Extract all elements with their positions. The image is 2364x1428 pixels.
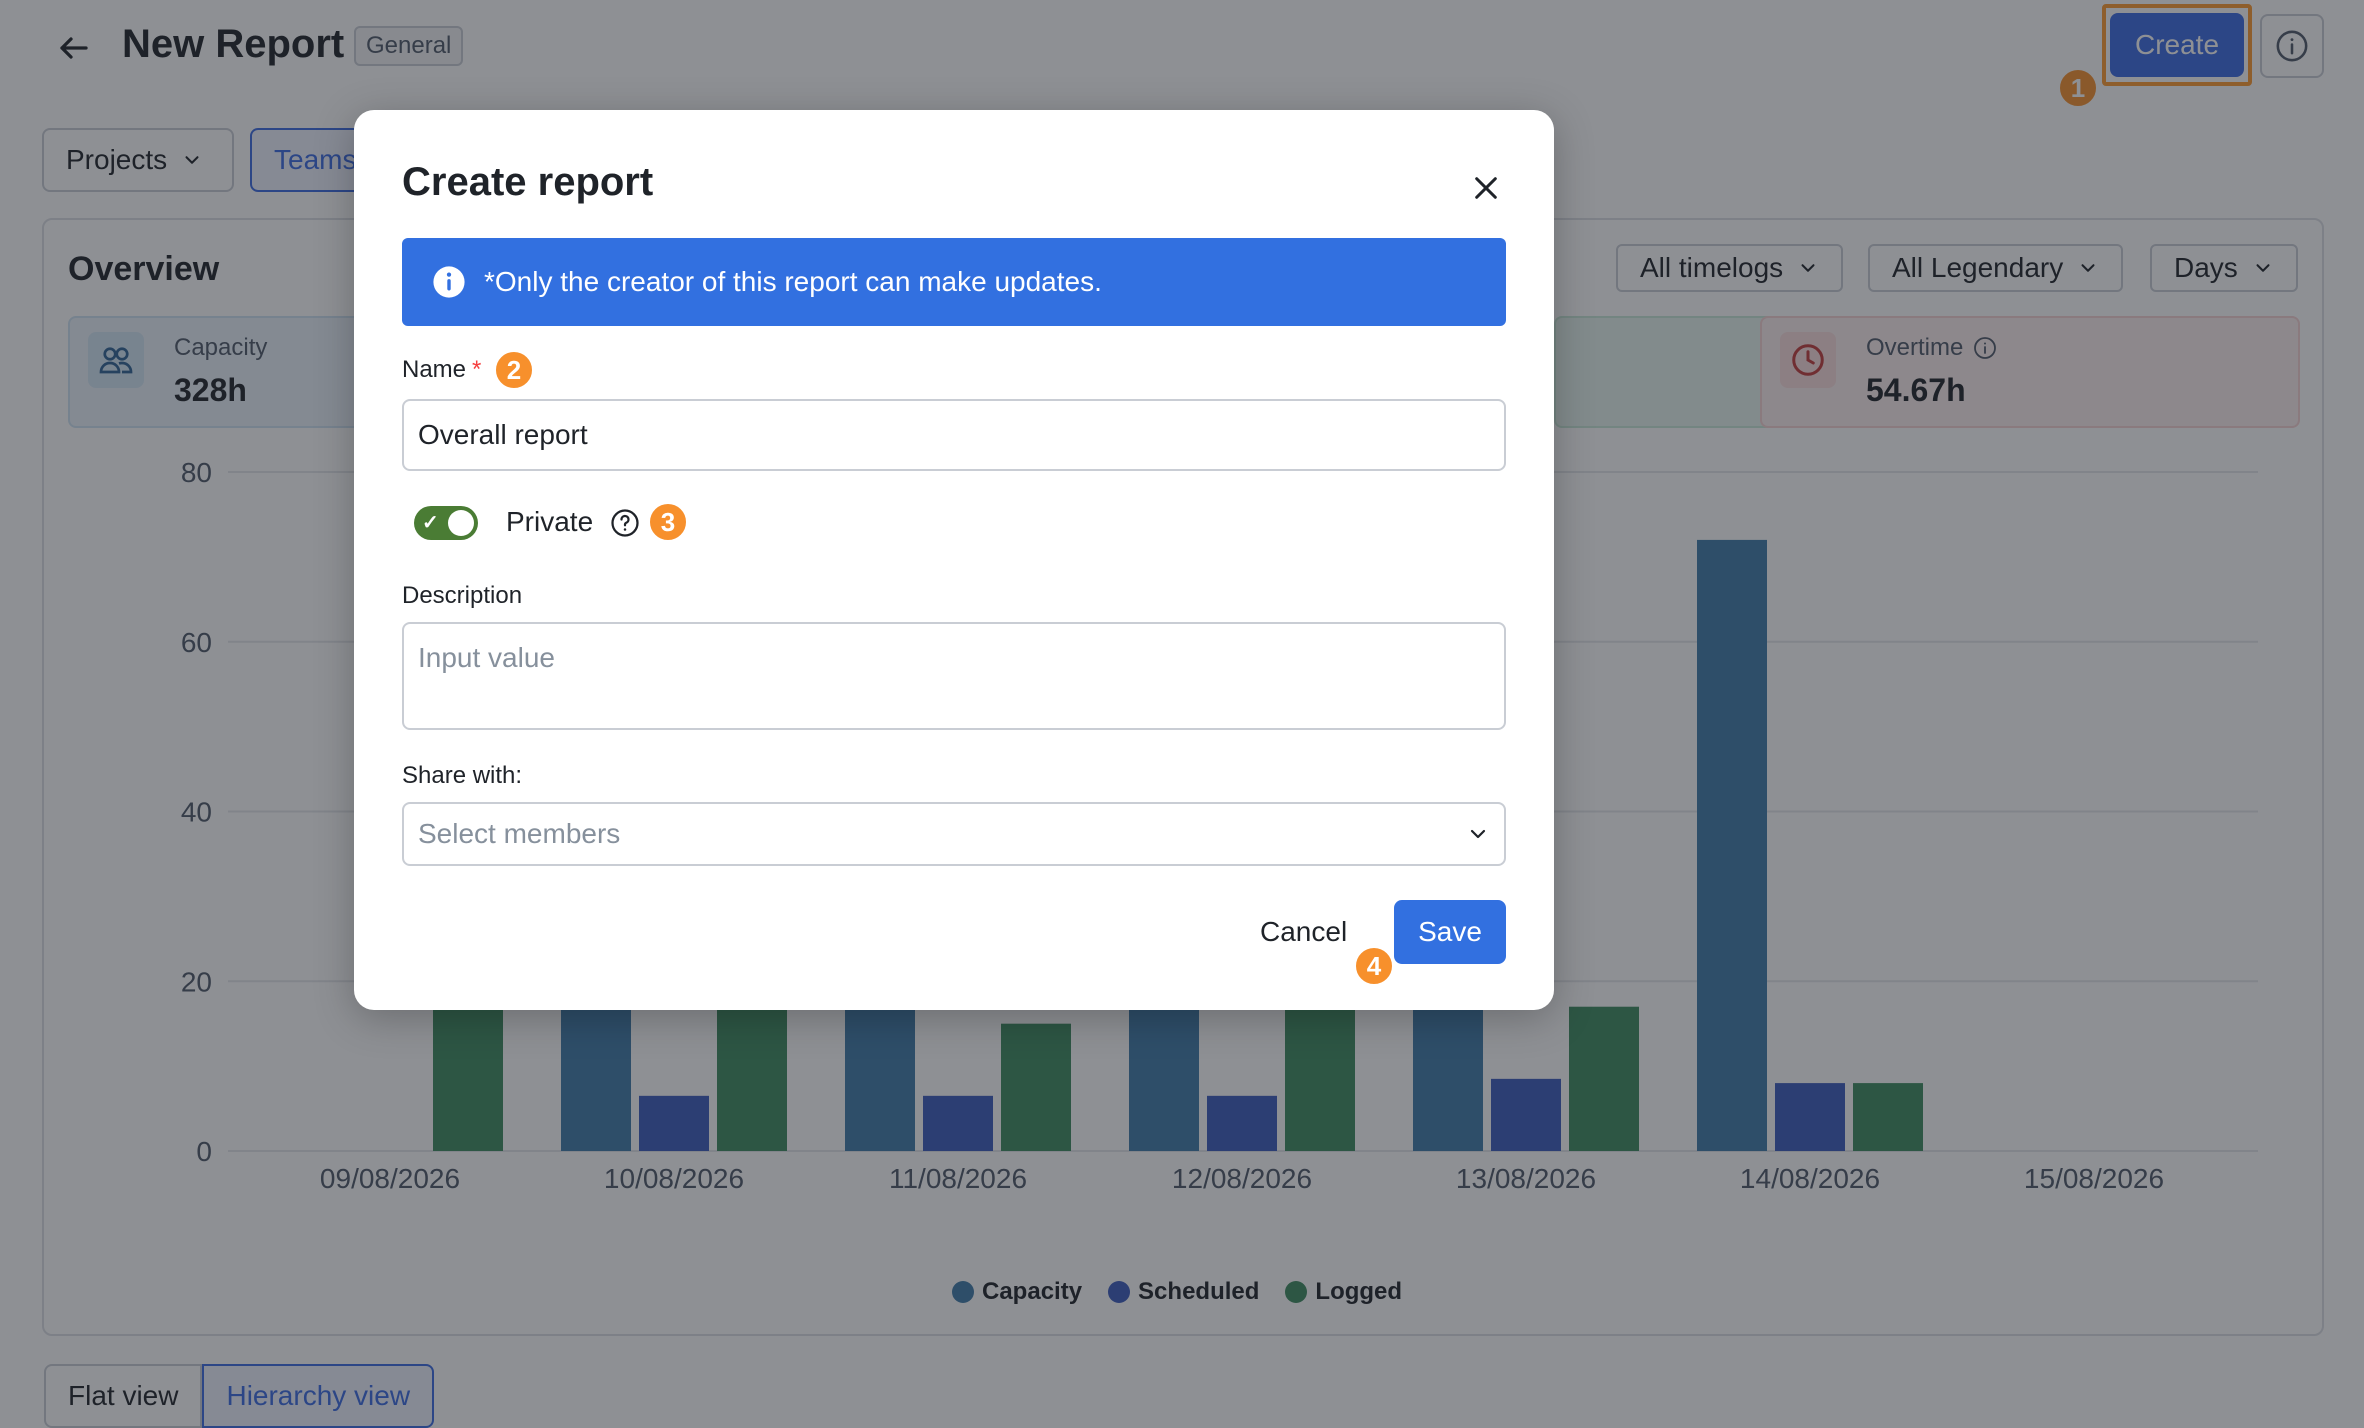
description-textarea[interactable]: Input value: [402, 622, 1506, 730]
check-icon: ✓: [422, 512, 439, 534]
cancel-button[interactable]: Cancel: [1260, 916, 1348, 947]
save-button[interactable]: Save: [1394, 900, 1506, 964]
help-icon[interactable]: [610, 508, 640, 538]
info-filled-icon: [433, 266, 465, 298]
share-with-label: Share with:: [402, 762, 523, 789]
toggle-knob: [448, 510, 474, 536]
step-badge-3: 3: [648, 502, 688, 542]
permission-notice: *Only the creator of this report can mak…: [402, 238, 1506, 326]
name-label-row: Name *: [402, 356, 481, 384]
private-label: Private: [506, 506, 594, 537]
name-label: Name: [402, 356, 467, 383]
report-name-input[interactable]: Overall report: [402, 399, 1506, 471]
share-members-placeholder: Select members: [418, 818, 621, 849]
close-icon: [1475, 177, 1497, 199]
step-badge-4: 4: [1354, 946, 1394, 986]
step-badge-2: 2: [494, 350, 534, 390]
required-asterisk: *: [472, 356, 482, 383]
dialog-title: Create report: [402, 160, 654, 204]
permission-notice-text: *Only the creator of this report can mak…: [484, 266, 1102, 297]
share-members-select[interactable]: Select members: [402, 802, 1506, 866]
description-label: Description: [402, 582, 523, 609]
private-toggle[interactable]: ✓: [414, 506, 478, 540]
chevron-down-icon: [1470, 829, 1486, 839]
close-button[interactable]: [1458, 160, 1514, 216]
create-report-dialog: Create report *Only the creator of this …: [354, 110, 1554, 1010]
